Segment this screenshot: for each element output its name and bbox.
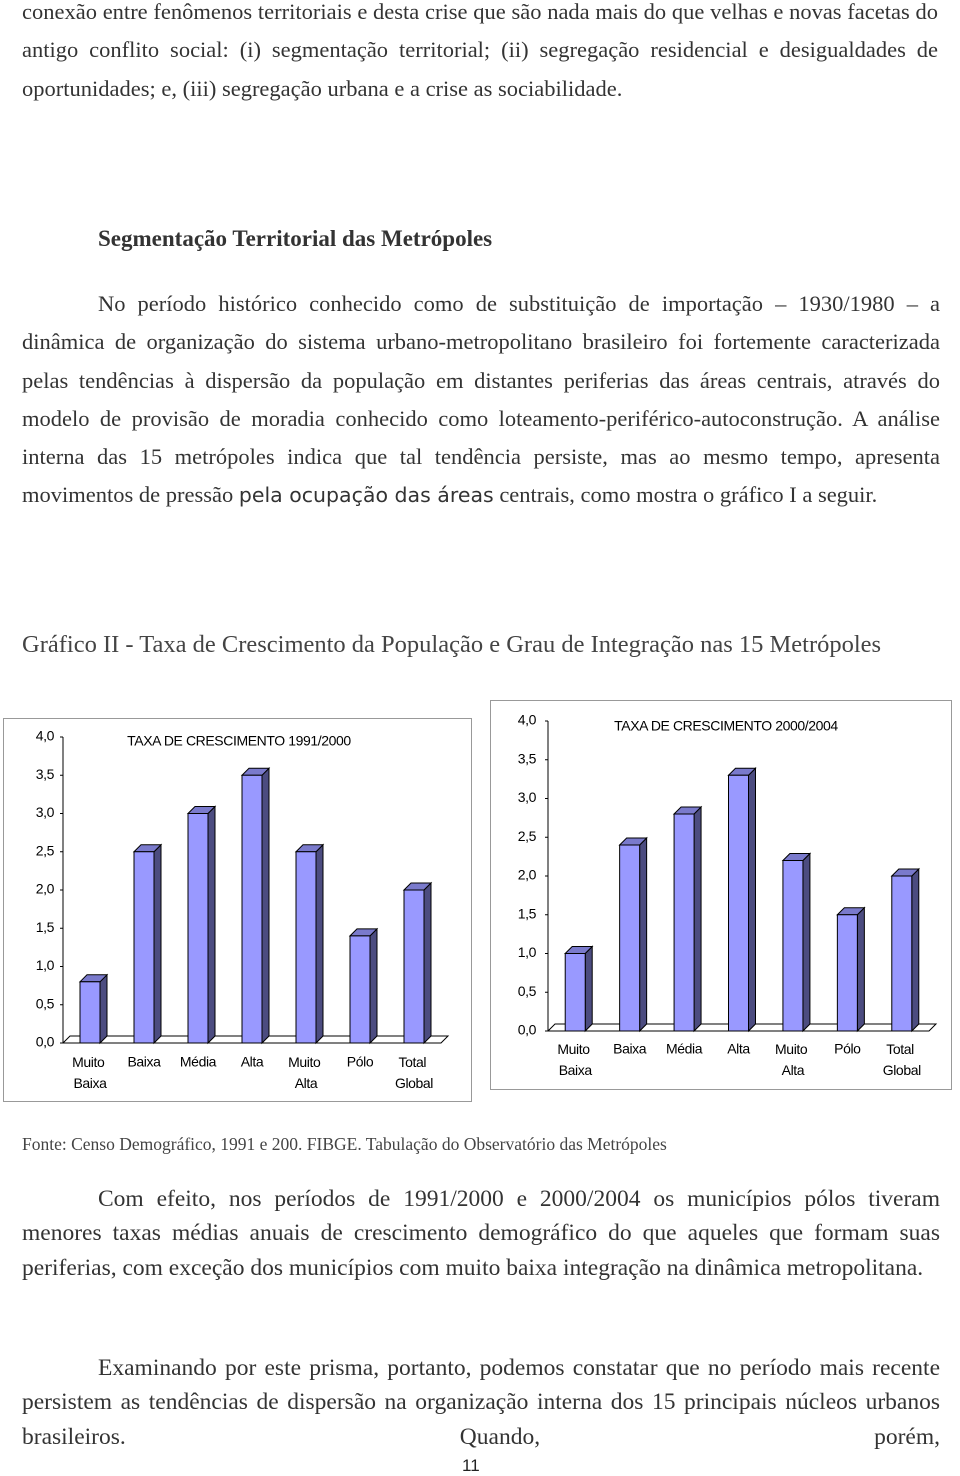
x-tick-label: Pólo — [347, 1054, 374, 1070]
x-tick-label: Alta — [241, 1054, 264, 1070]
x-tick-label: Média — [180, 1054, 217, 1070]
bar — [728, 774, 749, 1032]
bar — [187, 813, 209, 1044]
x-tick-label: Muito Baixa — [557, 1041, 593, 1078]
bar — [673, 813, 695, 1032]
paragraph: Examinando por este prisma, portanto, po… — [22, 1355, 940, 1450]
y-tick-label: 0,5 — [518, 983, 537, 999]
text: No período histórico conhecido como de s… — [22, 291, 940, 508]
paragraph: No período histórico conhecido como de s… — [22, 285, 940, 515]
bar-side — [99, 973, 108, 1045]
chart-title: TAXA DE CRESCIMENTO 1991/2000 — [127, 733, 351, 749]
y-tick-label: 2,0 — [36, 881, 55, 897]
x-tick-label: Muito Alta — [288, 1054, 324, 1091]
y-tick-label: 1,5 — [36, 919, 55, 935]
bar — [241, 774, 263, 1044]
y-tick-label: 4,0 — [36, 728, 55, 744]
bar — [891, 875, 913, 1032]
chart: TAXA DE CRESCIMENTO 1991/2000 0,0 0,5 1,0 1,… — [36, 728, 450, 1091]
bar-side — [207, 805, 216, 1045]
y-tick-label: 4,0 — [518, 712, 537, 728]
bar — [619, 844, 641, 1032]
bar — [295, 851, 317, 1044]
bar-side — [423, 881, 432, 1045]
paragraph: Com efeito, nos períodos de 1991/2000 e … — [22, 1186, 940, 1281]
text: centrais, como mostra o gráfico I a segu… — [499, 482, 878, 508]
x-tick-label: Baixa — [613, 1041, 647, 1057]
y-tick-label: 2,5 — [518, 828, 537, 844]
intro-paragraph: conexão entre fenômenos territoriais e d… — [22, 0, 938, 101]
chart-frame: TAXA DE CRESCIMENTO 1991/2000 0,0 0,5 1,0 1,… — [3, 718, 472, 1102]
y-tick-label: 3,5 — [36, 766, 55, 782]
bar — [836, 914, 858, 1032]
bar-side — [315, 843, 324, 1045]
page-number: 11 — [462, 1456, 480, 1475]
y-tick-label: 2,5 — [36, 842, 55, 858]
y-tick-label: 1,5 — [518, 905, 537, 921]
chart-caption: Gráfico II - Taxa de Crescimento da Popu… — [22, 631, 882, 658]
y-tick-label: 0,0 — [518, 1022, 537, 1038]
y-tick-label: 3,0 — [36, 804, 55, 820]
bar — [564, 953, 586, 1032]
y-tick-label: 0,0 — [36, 1034, 55, 1050]
section-heading: Segmentação Territorial das Metrópoles — [98, 226, 493, 251]
bar-side — [639, 836, 648, 1033]
bar-side — [584, 945, 593, 1033]
chart-title: TAXA DE CRESCIMENTO 2000/2004 — [614, 718, 838, 734]
x-tick-label: Baixa — [127, 1054, 161, 1070]
bar-side — [369, 927, 378, 1045]
bar-side — [911, 867, 920, 1033]
bar-side — [802, 852, 811, 1033]
source-note: Fonte: Censo Demográfico, 1991 e 200. FI… — [22, 1134, 667, 1154]
text: pela ocupação das áreas — [238, 483, 494, 508]
bar-side — [693, 805, 702, 1033]
y-tick-label: 0,5 — [36, 995, 55, 1011]
x-tick-label: Muito Baixa — [72, 1054, 108, 1091]
y-tick-label: 3,0 — [518, 789, 537, 805]
bar — [782, 860, 804, 1032]
bar-side — [153, 843, 162, 1045]
y-tick-label: 1,0 — [36, 957, 55, 973]
chart: TAXA DE CRESCIMENTO 2000/2004 0,0 0,5 1,0 1,… — [518, 712, 938, 1078]
y-tick-label: 3,5 — [518, 750, 537, 766]
x-tick-label: Total Global — [395, 1054, 433, 1091]
chart-frame: TAXA DE CRESCIMENTO 2000/2004 0,0 0,5 1,0 1,… — [490, 700, 952, 1090]
x-tick-label: Média — [666, 1041, 703, 1057]
x-tick-label: Pólo — [834, 1041, 861, 1057]
bar-side — [261, 767, 270, 1045]
y-tick-label: 1,0 — [518, 944, 537, 960]
x-tick-label: Alta — [727, 1041, 750, 1057]
bar-side — [856, 906, 865, 1033]
bar — [133, 851, 155, 1044]
y-tick-label: 2,0 — [518, 867, 537, 883]
x-tick-label: Muito Alta — [775, 1041, 811, 1078]
bar — [79, 981, 101, 1044]
x-tick-label: Total Global — [883, 1041, 921, 1078]
bar — [349, 935, 371, 1044]
bar-side — [748, 767, 756, 1033]
bar — [403, 889, 425, 1044]
